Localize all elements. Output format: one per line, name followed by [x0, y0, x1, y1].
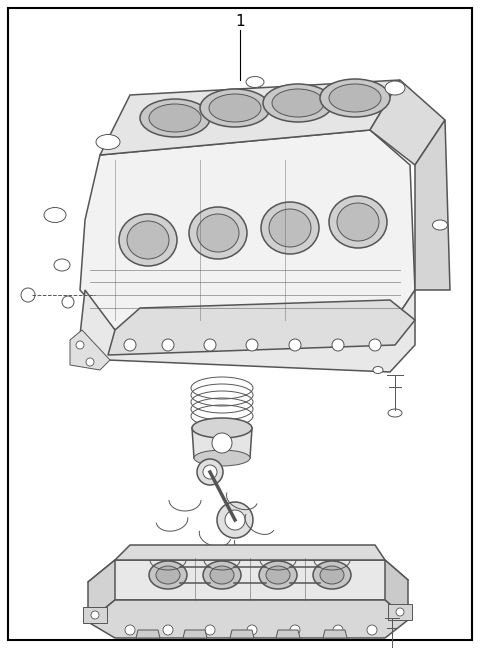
- Polygon shape: [385, 560, 408, 620]
- Ellipse shape: [192, 418, 252, 438]
- Ellipse shape: [385, 81, 405, 95]
- Ellipse shape: [194, 450, 250, 466]
- Circle shape: [396, 608, 404, 616]
- Circle shape: [162, 339, 174, 351]
- Circle shape: [289, 339, 301, 351]
- Circle shape: [205, 625, 215, 635]
- Ellipse shape: [209, 94, 261, 122]
- Bar: [388, 604, 412, 620]
- Ellipse shape: [246, 76, 264, 87]
- Ellipse shape: [200, 89, 270, 127]
- Ellipse shape: [44, 207, 66, 222]
- Circle shape: [332, 339, 344, 351]
- Text: 1: 1: [235, 14, 245, 30]
- Polygon shape: [183, 630, 207, 638]
- Circle shape: [62, 296, 74, 308]
- Ellipse shape: [266, 566, 290, 584]
- Circle shape: [203, 465, 217, 479]
- Polygon shape: [136, 630, 160, 638]
- Ellipse shape: [263, 84, 333, 122]
- Polygon shape: [80, 130, 415, 330]
- Polygon shape: [80, 290, 415, 372]
- Polygon shape: [108, 300, 415, 355]
- Ellipse shape: [189, 207, 247, 259]
- Polygon shape: [192, 428, 252, 458]
- Circle shape: [212, 433, 232, 453]
- Ellipse shape: [272, 89, 324, 117]
- Circle shape: [367, 625, 377, 635]
- Circle shape: [204, 339, 216, 351]
- Polygon shape: [230, 630, 254, 638]
- Ellipse shape: [140, 99, 210, 137]
- Circle shape: [217, 502, 253, 538]
- Polygon shape: [276, 630, 300, 638]
- Ellipse shape: [329, 196, 387, 248]
- Ellipse shape: [261, 202, 319, 254]
- Ellipse shape: [259, 561, 297, 589]
- Circle shape: [124, 339, 136, 351]
- Circle shape: [163, 625, 173, 635]
- Ellipse shape: [432, 220, 447, 230]
- Polygon shape: [88, 560, 115, 622]
- Circle shape: [76, 341, 84, 349]
- Circle shape: [125, 625, 135, 635]
- Polygon shape: [115, 545, 385, 560]
- Ellipse shape: [96, 135, 120, 150]
- Ellipse shape: [203, 561, 241, 589]
- Polygon shape: [370, 80, 445, 165]
- Ellipse shape: [210, 566, 234, 584]
- Ellipse shape: [127, 221, 169, 259]
- Polygon shape: [100, 80, 400, 155]
- Circle shape: [21, 288, 35, 302]
- Circle shape: [369, 339, 381, 351]
- Ellipse shape: [373, 367, 383, 373]
- Ellipse shape: [269, 209, 311, 247]
- Circle shape: [197, 459, 223, 485]
- Polygon shape: [415, 120, 450, 290]
- Ellipse shape: [156, 566, 180, 584]
- Ellipse shape: [337, 203, 379, 241]
- Ellipse shape: [313, 561, 351, 589]
- Circle shape: [225, 510, 245, 530]
- Ellipse shape: [149, 561, 187, 589]
- Ellipse shape: [320, 566, 344, 584]
- Circle shape: [247, 625, 257, 635]
- Ellipse shape: [119, 214, 177, 266]
- Circle shape: [86, 358, 94, 366]
- Polygon shape: [88, 560, 408, 600]
- Polygon shape: [88, 600, 408, 638]
- Ellipse shape: [54, 259, 70, 271]
- Ellipse shape: [388, 409, 402, 417]
- Circle shape: [333, 625, 343, 635]
- Circle shape: [246, 339, 258, 351]
- Polygon shape: [323, 630, 347, 638]
- Ellipse shape: [149, 104, 201, 132]
- Ellipse shape: [320, 79, 390, 117]
- Bar: [83, 607, 107, 623]
- Polygon shape: [70, 330, 110, 370]
- Circle shape: [290, 625, 300, 635]
- Circle shape: [91, 611, 99, 619]
- Ellipse shape: [329, 84, 381, 112]
- Ellipse shape: [197, 214, 239, 252]
